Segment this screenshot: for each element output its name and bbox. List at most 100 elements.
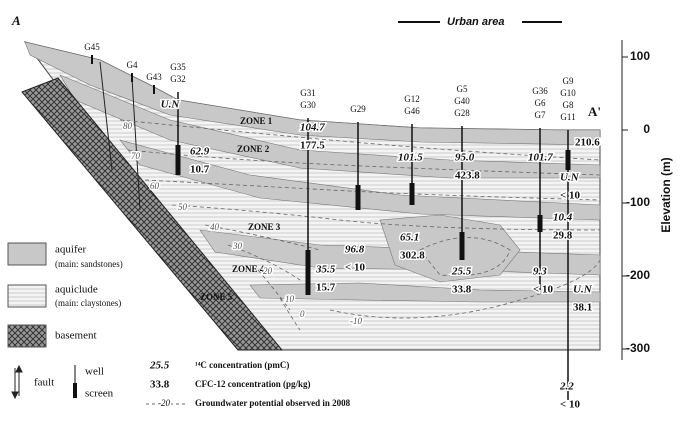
contour-label: -10 [350,316,362,326]
legend-label: fault [34,377,54,389]
zone-label: ZONE 3 [248,222,281,232]
axis-tick-label: -100 [626,195,650,209]
well-id: G9 [563,76,574,86]
well-id: G32 [170,74,186,84]
well-id: G12 [404,94,420,104]
legend-note: (main: claystones) [55,298,121,308]
contour-label: 20 [263,266,273,276]
cfc-value: 38.1 [573,302,592,314]
end-label: A' [588,104,601,119]
legend-example: 33.8 [150,379,170,391]
zone-label: ZONE 5 [200,292,233,302]
well-id: G43 [146,72,162,82]
c14-value: U.N [161,99,181,111]
c14-value: 104.7 [300,122,325,134]
legend-fault-symbol [11,364,23,400]
well-id: G40 [454,96,470,106]
cfc-value: < 10 [560,190,581,202]
well-screen [565,150,571,170]
well-id: G28 [454,108,470,118]
c14-value: 101.7 [528,152,553,164]
legend-note: (main: sandstones) [55,259,123,269]
c14-value: 95.0 [455,152,475,164]
cfc-value: 10.7 [190,164,210,176]
legend-label: screen [85,388,114,400]
c14-value: U.N [573,284,593,296]
well-screen [305,250,311,295]
axis-tick-label: -200 [626,268,650,282]
contour-label: 70 [131,151,141,161]
well-id: G5 [457,84,468,94]
legend-example: -20 [158,398,170,408]
well-id: G46 [404,106,420,116]
well-id: G35 [170,62,186,72]
c14-value: 10.4 [553,212,573,224]
legend-screen [73,383,77,398]
well-id: G36 [532,86,548,96]
legend-label: basement [55,330,97,342]
well-id: G8 [563,100,574,110]
contour-label: 0 [300,309,305,319]
legend-basement [7,324,47,348]
well-id: G29 [350,104,366,114]
c14-value: 9.3 [533,266,547,278]
zone-label: ZONE 2 [237,144,270,154]
contour-label: 50 [178,202,188,212]
axis-tick-label: -300 [626,341,650,355]
c14-value: 96.8 [345,244,365,256]
axis-tick-label: 0 [643,122,650,136]
start-label: A [11,13,21,28]
c14-value: 65.1 [400,232,419,244]
cfc-value: < 10 [560,399,581,411]
cfc-value: 423.8 [455,170,480,182]
well-id: G10 [560,88,576,98]
legend-label: well [85,366,104,378]
aquifer-lenses [24,41,601,303]
axis-title: Elevation (m) [659,157,673,232]
contour-label: 40 [210,222,220,232]
legend-label: ¹⁴C concentration (pmC) [195,360,289,370]
well-id: G30 [300,100,316,110]
cfc-value: 210.6 [575,137,600,149]
legend-label: aquifer [55,244,86,256]
cfc-value: 177.5 [300,140,325,152]
well-id: G31 [300,88,316,98]
legend-aquiclude [7,284,47,308]
zone-label: ZONE 4 [232,264,265,274]
cfc-value: 302.8 [400,250,425,262]
well-id: G6 [535,98,546,108]
c14-value: 35.5 [315,264,336,276]
well-screen [459,232,465,260]
c14-value: 2.2 [559,381,574,393]
basement [21,77,284,351]
well-screen [355,185,361,210]
legend-label: aquiclude [55,284,98,296]
contour-label: 60 [150,181,160,191]
c14-value: 25.5 [451,266,472,278]
zone-label: ZONE 1 [240,116,273,126]
well-id: G11 [560,112,575,122]
cfc-value: < 10 [533,284,554,296]
well-screen [409,183,415,205]
legend-aquifer [7,242,47,266]
cfc-value: 33.8 [452,284,472,296]
contour-label: 10 [285,294,295,304]
urban-area: Urban area [447,16,504,28]
well-id: G4 [127,60,138,70]
legend-label: CFC-12 concentration (pg/kg) [195,379,311,389]
c14-value: 62.9 [190,146,210,158]
well-screen [175,145,181,175]
cfc-value: 29.8 [553,230,573,242]
c14-value: U.N [560,172,580,184]
faults [99,61,141,211]
well-screen [537,215,543,232]
well-id: G45 [84,42,100,52]
contour-label: 80 [123,121,133,131]
contours [119,119,601,331]
well-id: G7 [535,110,546,120]
legend-example: 25.5 [149,360,170,372]
cfc-value: 15.7 [316,282,336,294]
legend-label: Groundwater potential observed in 2008 [195,398,351,408]
axis-tick-label: 100 [630,49,650,63]
